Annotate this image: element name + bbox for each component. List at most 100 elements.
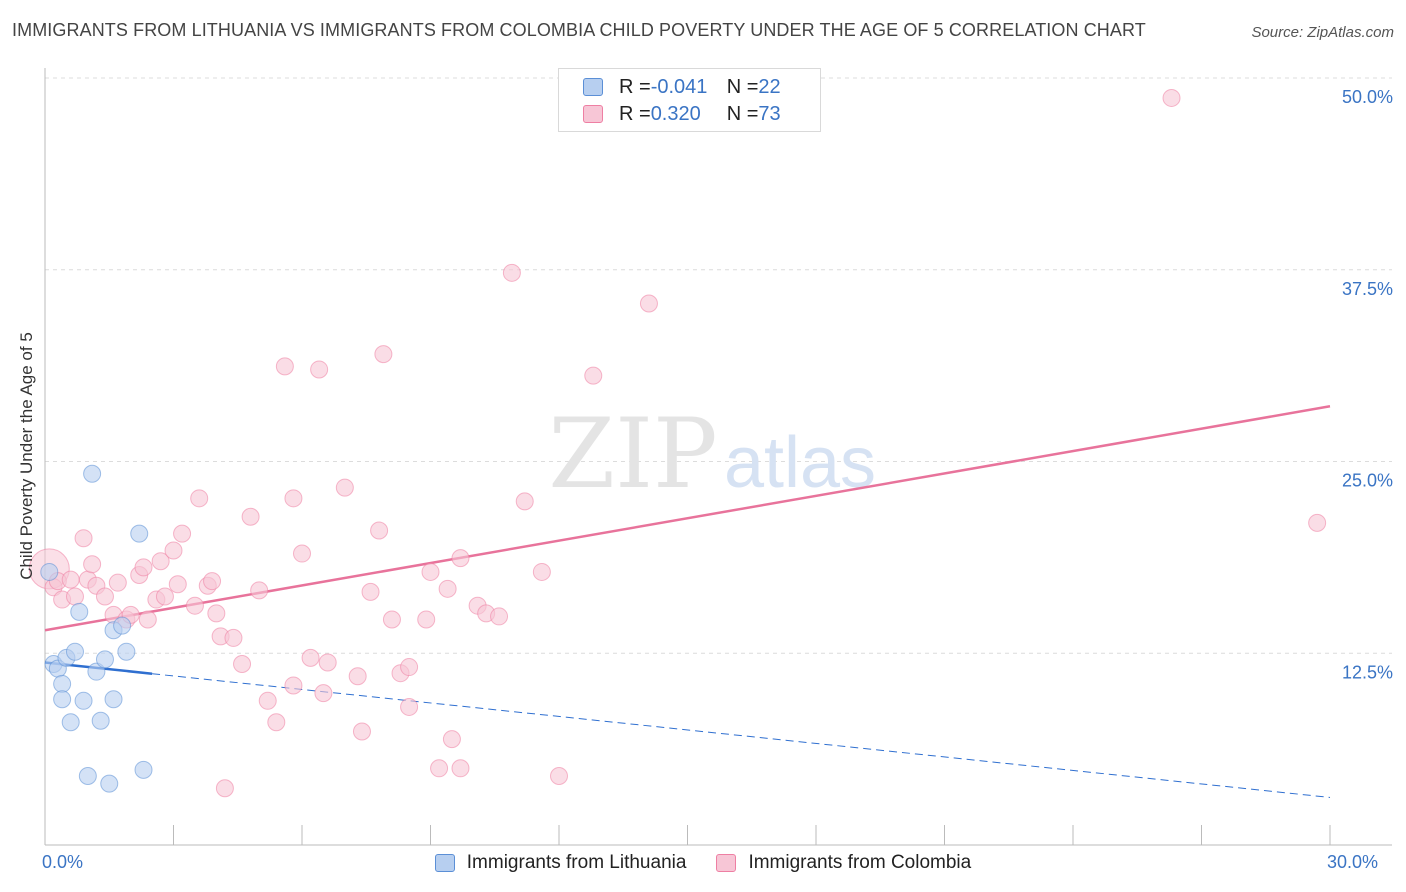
- n-label: N =: [726, 75, 759, 98]
- r-value-lithuania: -0.041: [650, 75, 708, 98]
- point-colombia: [83, 555, 102, 574]
- legend-row-colombia: R = 0.320 N = 73: [583, 102, 781, 126]
- point-lithuania: [95, 650, 114, 669]
- point-colombia: [185, 596, 204, 615]
- point-lithuania: [78, 766, 97, 785]
- point-colombia: [284, 676, 303, 695]
- point-lithuania: [117, 642, 136, 661]
- point-colombia: [173, 524, 192, 543]
- point-colombia: [550, 766, 568, 785]
- point-colombia: [438, 579, 457, 598]
- r-value-colombia: 0.320: [650, 102, 701, 125]
- point-colombia: [1162, 88, 1181, 107]
- watermark: ZIP atlas: [548, 398, 876, 510]
- point-colombia: [138, 610, 157, 629]
- y-tick-label: 37.5%: [1342, 279, 1393, 299]
- point-lithuania: [40, 562, 59, 581]
- point-colombia: [400, 697, 419, 716]
- point-lithuania: [87, 662, 106, 681]
- legend-item-lithuania: Immigrants from Lithuania: [434, 852, 686, 874]
- point-colombia: [164, 541, 183, 560]
- point-colombia: [215, 779, 234, 798]
- point-colombia: [451, 549, 470, 568]
- x-tick-label-max: 30.0%: [1327, 852, 1379, 872]
- point-colombia: [151, 552, 170, 571]
- point-lithuania: [134, 760, 153, 779]
- y-tick-label: 12.5%: [1342, 662, 1393, 682]
- point-colombia: [224, 628, 243, 647]
- point-colombia: [515, 492, 534, 511]
- axes: [44, 68, 1392, 846]
- point-lithuania: [53, 690, 72, 709]
- point-colombia: [275, 357, 294, 376]
- point-lithuania: [100, 774, 119, 793]
- correlation-legend: R = -0.041 N = 22 R = 0.320 N = 73: [558, 68, 821, 132]
- point-lithuania: [53, 674, 72, 693]
- point-colombia: [293, 544, 311, 563]
- point-colombia: [108, 573, 127, 592]
- source-label: Source: ZipAtlas.com: [1251, 24, 1394, 41]
- trend-line-lithuania-extrapolated: [152, 673, 1331, 798]
- legend-swatch-colombia: [716, 854, 737, 872]
- point-colombia: [451, 759, 470, 778]
- legend-label-colombia: Immigrants from Colombia: [748, 852, 972, 873]
- point-colombia: [490, 607, 509, 626]
- point-colombia: [74, 529, 93, 548]
- point-lithuania: [130, 524, 149, 543]
- y-tick-label: 50.0%: [1342, 87, 1393, 107]
- point-lithuania: [91, 711, 110, 730]
- point-colombia: [134, 558, 153, 577]
- data-points: [28, 88, 1327, 798]
- point-colombia: [61, 570, 80, 589]
- y-axis-title: Child Poverty Under the Age of 5: [17, 332, 36, 580]
- series-legend: Immigrants from Lithuania Immigrants fro…: [0, 852, 1406, 874]
- point-colombia: [250, 581, 269, 600]
- point-lithuania: [74, 691, 93, 710]
- point-colombia: [314, 684, 333, 703]
- point-colombia: [233, 654, 252, 673]
- point-colombia: [421, 562, 440, 581]
- point-colombia: [639, 294, 658, 313]
- point-colombia: [258, 691, 277, 710]
- point-colombia: [430, 759, 449, 778]
- point-colombia: [284, 489, 303, 508]
- point-colombia: [361, 582, 380, 601]
- point-colombia: [318, 653, 337, 672]
- point-colombia: [310, 360, 329, 379]
- n-value-colombia: 73: [758, 102, 781, 125]
- n-value-lithuania: 22: [758, 75, 781, 98]
- point-colombia: [207, 604, 226, 623]
- point-colombia: [370, 521, 389, 540]
- grid-lines: [45, 77, 1392, 654]
- point-lithuania: [70, 602, 89, 621]
- legend-swatch-lithuania: [434, 854, 455, 872]
- watermark-atlas: atlas: [724, 423, 876, 503]
- point-lithuania: [83, 464, 102, 483]
- point-colombia: [348, 667, 367, 686]
- point-lithuania: [61, 713, 80, 732]
- point-colombia: [95, 587, 114, 606]
- point-colombia: [241, 507, 260, 526]
- point-colombia: [417, 610, 436, 629]
- point-colombia: [584, 366, 603, 385]
- point-colombia: [65, 587, 84, 606]
- chart-title: IMMIGRANTS FROM LITHUANIA VS IMMIGRANTS …: [12, 20, 1146, 40]
- point-colombia: [155, 587, 174, 606]
- point-colombia: [203, 572, 222, 591]
- point-colombia: [400, 658, 419, 677]
- point-colombia: [335, 478, 354, 497]
- x-tick-label-min: 0.0%: [42, 852, 84, 872]
- point-colombia: [1308, 513, 1327, 532]
- point-colombia: [442, 730, 461, 749]
- y-tick-label: 25.0%: [1342, 471, 1393, 491]
- point-lithuania: [65, 642, 84, 661]
- point-colombia: [502, 263, 521, 282]
- point-lithuania: [113, 616, 132, 635]
- point-colombia: [301, 648, 320, 667]
- point-colombia: [267, 713, 286, 732]
- point-colombia: [532, 562, 551, 581]
- point-colombia: [382, 610, 401, 629]
- point-colombia: [168, 575, 187, 594]
- legend-row-lithuania: R = -0.041 N = 22: [583, 75, 781, 99]
